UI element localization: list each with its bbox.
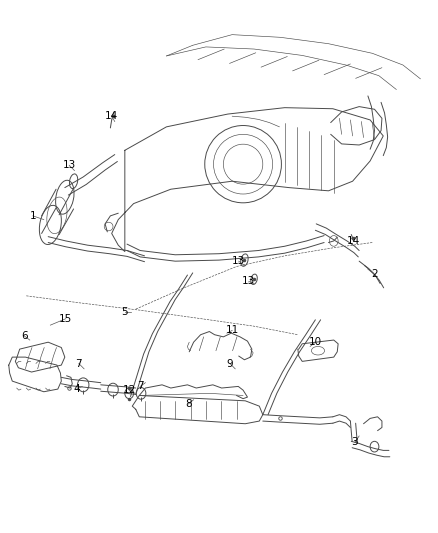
- Text: 2: 2: [371, 270, 378, 279]
- Text: 13: 13: [63, 160, 76, 170]
- Text: 15: 15: [59, 314, 72, 324]
- Text: 7: 7: [75, 359, 82, 368]
- Text: 1: 1: [29, 211, 36, 221]
- Text: 5: 5: [121, 307, 128, 317]
- Text: 8: 8: [185, 399, 192, 409]
- Text: 3: 3: [351, 438, 358, 447]
- Text: 4: 4: [73, 384, 80, 394]
- Text: 12: 12: [123, 385, 136, 395]
- Text: 6: 6: [21, 331, 28, 341]
- Text: 14: 14: [347, 236, 360, 246]
- Text: 10: 10: [309, 337, 322, 347]
- Text: 13: 13: [242, 277, 255, 286]
- Text: 11: 11: [226, 326, 239, 335]
- Text: 13: 13: [232, 256, 245, 266]
- Text: 14: 14: [105, 111, 118, 121]
- Text: 7: 7: [137, 382, 144, 391]
- Text: 9: 9: [226, 359, 233, 368]
